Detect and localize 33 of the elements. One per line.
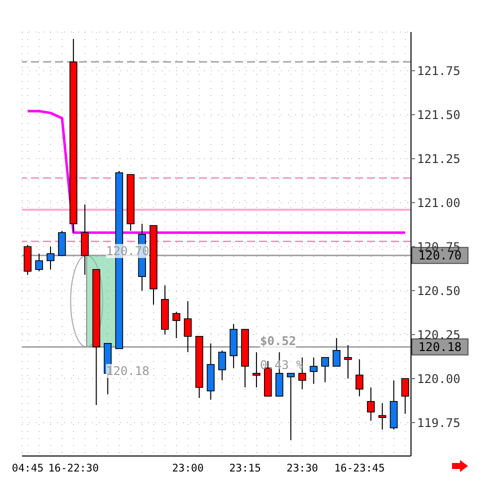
- candlestick: [378, 402, 386, 430]
- y-tick-label: 120.00: [417, 372, 460, 386]
- candlestick: [344, 344, 352, 380]
- candlestick: [332, 338, 340, 367]
- annotation: $0.52: [260, 334, 296, 348]
- x-tick-label: 23:15: [229, 462, 261, 474]
- y-tick-label: 119.75: [417, 416, 460, 430]
- candlestick: [366, 386, 375, 422]
- candlestick: [184, 300, 192, 353]
- candlestick: [80, 204, 89, 276]
- y-tick-label: 121.75: [417, 64, 460, 78]
- candlestick: [286, 372, 295, 441]
- y-tick-label: 120.25: [417, 328, 460, 342]
- y-tick-label: 121.00: [417, 196, 460, 210]
- ref-line-label: 120.18: [418, 340, 462, 354]
- candlestick: [218, 350, 226, 381]
- y-tick-label: 121.25: [417, 152, 460, 166]
- y-tick-label: 120.50: [417, 284, 460, 298]
- x-tick-label: 23:00: [172, 462, 204, 474]
- candlestick: [356, 358, 364, 397]
- candlestick: [58, 230, 66, 256]
- y-tick-label: 121.50: [417, 108, 460, 122]
- candlestick: [298, 356, 306, 390]
- candlestick: [321, 356, 330, 383]
- candlestick: [35, 253, 43, 272]
- x-tick-label: 16-22:30: [48, 462, 99, 474]
- candlestick: [252, 352, 260, 388]
- candlestick: [46, 246, 54, 270]
- candlestick: [172, 311, 180, 339]
- x-tick-label: 16-23:45: [334, 462, 385, 474]
- candlestick: [310, 356, 318, 384]
- x-tick-label: 04:45: [12, 462, 44, 474]
- x-tick-label: 23:30: [286, 462, 318, 474]
